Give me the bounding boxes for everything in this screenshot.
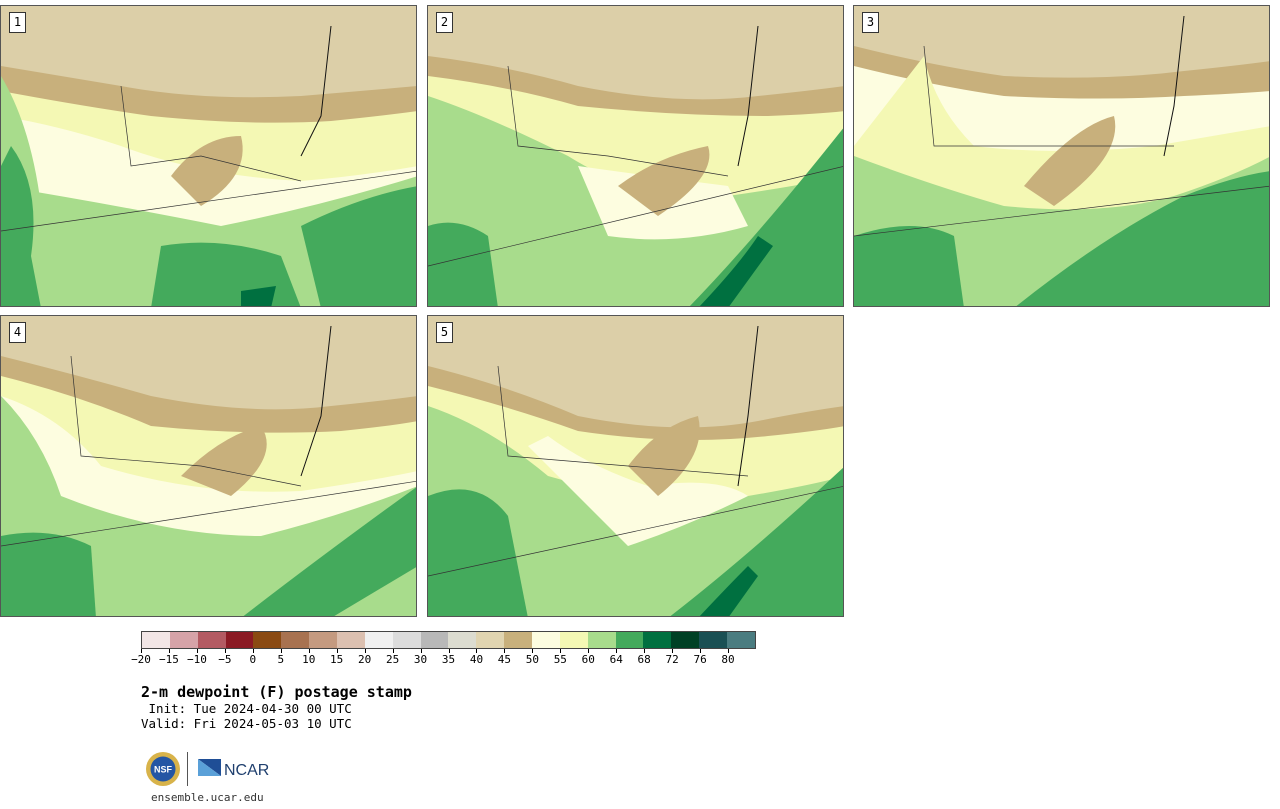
colorbar-swatch [392, 632, 421, 648]
colorbar-swatch [643, 632, 672, 648]
colorbar-tick-label: 55 [553, 653, 567, 666]
colorbar-tick [252, 649, 254, 653]
colorbar-tick-label: 20 [358, 653, 372, 666]
colorbar-swatch [253, 632, 282, 648]
panel-number: 4 [9, 322, 26, 343]
panel-number: 3 [862, 12, 879, 33]
colorbar-tick [448, 649, 450, 653]
map-panel-2: 2 [427, 5, 844, 307]
logo-divider [187, 752, 188, 786]
page-title: 2-m dewpoint (F) postage stamp [141, 683, 412, 701]
colorbar-swatch [142, 632, 170, 648]
colorbar-tick-label: 10 [302, 653, 316, 666]
colorbar-swatch [420, 632, 449, 648]
colorbar-tick-label: 60 [581, 653, 595, 666]
colorbar-tick [224, 649, 226, 653]
colorbar-tick-label: 68 [637, 653, 651, 666]
site-url: ensemble.ucar.edu [151, 791, 264, 804]
colorbar-tick [588, 649, 590, 653]
colorbar-swatch [699, 632, 728, 648]
nsf-logo-text: NSF [154, 765, 173, 775]
colorbar-tick [532, 649, 534, 653]
colorbar-swatch [364, 632, 393, 648]
colorbar-swatch [225, 632, 254, 648]
dewpoint-map [1, 316, 416, 616]
colorbar-tick-label: 50 [525, 653, 539, 666]
colorbar-tick-label: −10 [186, 653, 207, 666]
colorbar-swatch [532, 632, 560, 648]
colorbar-swatch [337, 632, 365, 648]
colorbar-tick [141, 649, 142, 653]
dewpoint-map [1, 6, 416, 306]
panel-number: 2 [436, 12, 453, 33]
colorbar-tick [728, 649, 730, 653]
colorbar-tick-label: 45 [497, 653, 512, 666]
colorbar-swatch [169, 632, 198, 648]
colorbar-tick-label: −15 [159, 653, 179, 666]
colorbar-tick-label: 25 [385, 653, 400, 666]
colorbar-tick-label: 0 [249, 653, 257, 666]
map-panel-4: 4 [0, 315, 417, 617]
colorbar-swatch [559, 632, 588, 648]
panel-number: 5 [436, 322, 453, 343]
dewpoint-map [428, 316, 843, 616]
colorbar-tick [336, 649, 338, 653]
panel-number: 1 [9, 12, 26, 33]
colorbar-tick [560, 649, 562, 653]
colorbar-tick-label: 35 [441, 653, 456, 666]
map-panel-1: 1 [0, 5, 417, 307]
colorbar-tick [504, 649, 506, 653]
colorbar-swatch [587, 632, 616, 648]
colorbar-tick [308, 649, 310, 653]
colorbar-tick-label: 64 [609, 653, 623, 666]
dewpoint-map [854, 6, 1269, 306]
nsf-logo: NSF [146, 752, 180, 786]
ncar-logo-text: NCAR [224, 762, 269, 779]
colorbar-swatch [615, 632, 644, 648]
colorbar-tick [280, 649, 282, 653]
colorbar-tick [644, 649, 646, 653]
colorbar-tick [700, 649, 702, 653]
colorbar-tick-label: 30 [413, 653, 428, 666]
colorbar-tick [616, 649, 618, 653]
colorbar-swatch [727, 632, 755, 648]
colorbar-tick-label: −5 [218, 653, 232, 666]
colorbar-swatch [504, 632, 533, 648]
colorbar-tick-label: 76 [693, 653, 707, 666]
colorbar-tick-label: 40 [469, 653, 484, 666]
colorbar-swatch [671, 632, 700, 648]
colorbar-tick-label: 15 [330, 653, 344, 666]
colorbar-tick [392, 649, 394, 653]
map-panel-3: 3 [853, 5, 1270, 307]
colorbar-tick-label: 72 [665, 653, 679, 666]
colorbar-tick [168, 649, 170, 653]
init-time: Init: Tue 2024-04-30 00 UTC [141, 701, 352, 716]
colorbar-swatch [197, 632, 226, 648]
colorbar-tick [420, 649, 422, 653]
colorbar-tick [672, 649, 674, 653]
colorbar [141, 631, 756, 649]
colorbar-tick [476, 649, 478, 653]
valid-time: Valid: Fri 2024-05-03 10 UTC [141, 716, 352, 731]
ncar-logo: NCAR [198, 759, 269, 779]
map-panel-5: 5 [427, 315, 844, 617]
colorbar-ticks: −20 −15 −10 −5 0 5 10 15 20 25 30 35 40 45 50 55 60 64 68 7… [131, 649, 756, 669]
colorbar-tick [196, 649, 198, 653]
colorbar-tick-label: 5 [277, 653, 285, 666]
colorbar-swatch [309, 632, 338, 648]
colorbar-tick-label: −20 [131, 653, 151, 666]
colorbar-tick-label: 80 [721, 653, 735, 666]
colorbar-tick [364, 649, 366, 653]
colorbar-swatch [476, 632, 505, 648]
colorbar-swatch [281, 632, 310, 648]
dewpoint-map [428, 6, 843, 306]
colorbar-swatch [448, 632, 477, 648]
